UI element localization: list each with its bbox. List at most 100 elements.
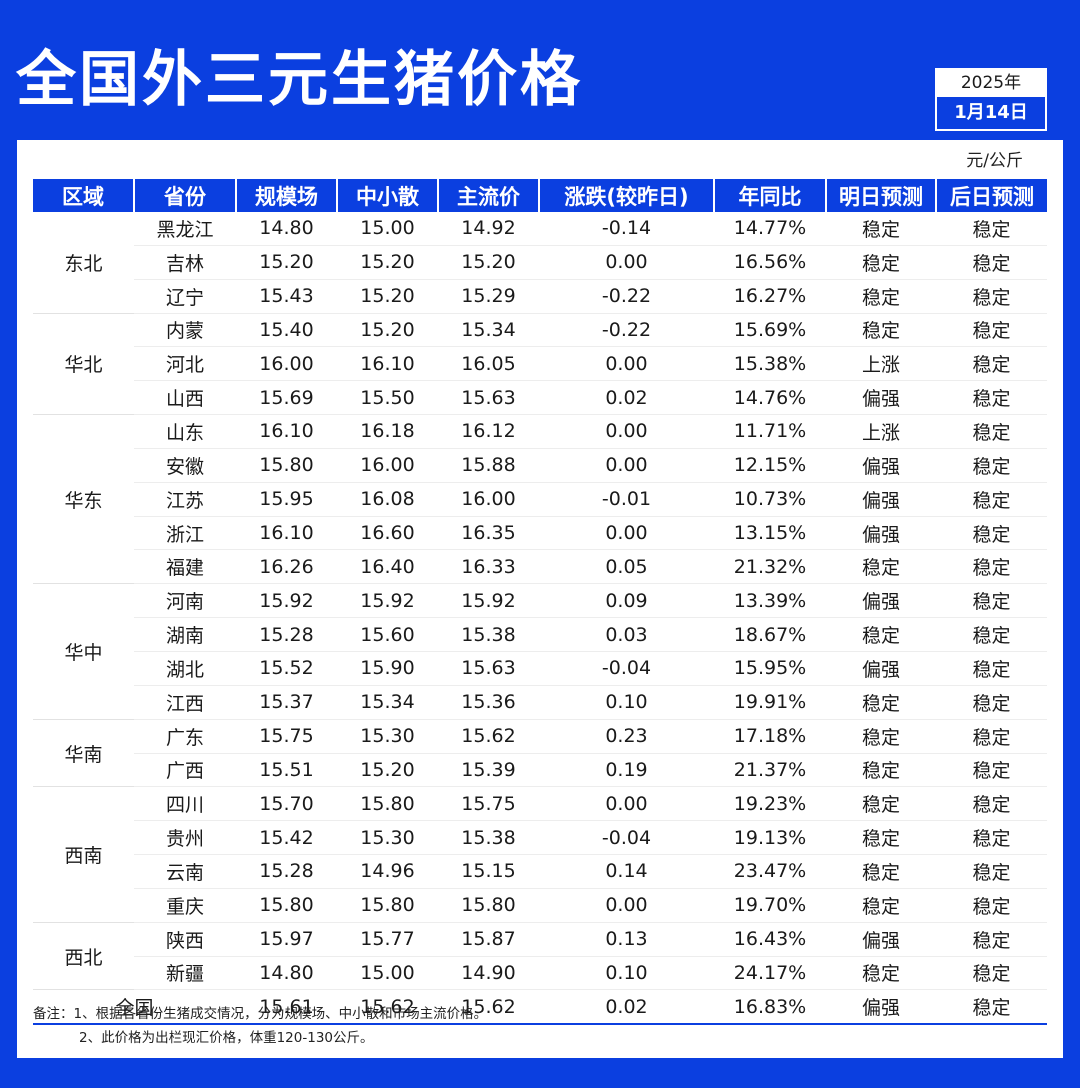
- table-row: 山西 15.69 15.50 15.63 0.02 14.76% 偏强 稳定: [33, 380, 1047, 416]
- main-price-cell: 15.75: [438, 786, 539, 822]
- forecast-tomorrow-cell: 稳定: [826, 956, 936, 991]
- forecast-after-cell: 稳定: [936, 854, 1047, 889]
- table-row: 华中 河南 15.92 15.92 15.92 0.09 13.39% 偏强 稳定: [33, 583, 1047, 720]
- scale-price-cell: 16.26: [236, 549, 337, 585]
- header-cell: 规模场: [235, 179, 337, 212]
- small-price-cell: 15.20: [337, 753, 438, 788]
- province-cell: 湖南: [134, 617, 236, 652]
- small-price-cell: 15.30: [337, 719, 438, 754]
- change-cell: 0.13: [539, 922, 714, 957]
- total-row: 全国 15.61 15.62 15.62 0.02 16.83% 偏强 稳定: [33, 989, 1047, 1026]
- small-price-cell: 15.80: [337, 786, 438, 822]
- main-price-cell: 15.39: [438, 753, 539, 788]
- forecast-after-cell: 稳定: [936, 753, 1047, 788]
- table-body: 东北 黑龙江 14.80 15.00 14.92 -0.14 14.77% 稳定 稳定 吉林 15.…: [33, 212, 1047, 1026]
- change-cell: 0.03: [539, 617, 714, 652]
- change-cell: 0.09: [539, 583, 714, 619]
- main-price-cell: 15.38: [438, 617, 539, 652]
- forecast-tomorrow-cell: 稳定: [826, 245, 936, 280]
- forecast-after-cell: 稳定: [936, 685, 1047, 720]
- forecast-tomorrow-cell: 稳定: [826, 854, 936, 889]
- forecast-tomorrow-cell: 稳定: [826, 685, 936, 720]
- change-cell: 0.10: [539, 685, 714, 720]
- page-title: 全国外三元生猪价格: [16, 45, 583, 115]
- main-price-cell: 15.63: [438, 380, 539, 416]
- scale-price-cell: 15.51: [236, 753, 337, 788]
- scale-price-cell: 15.42: [236, 820, 337, 856]
- forecast-tomorrow-cell: 稳定: [826, 212, 936, 246]
- yoy-cell: 15.95%: [714, 651, 826, 686]
- province-cell: 安徽: [134, 448, 236, 483]
- change-cell: -0.22: [539, 279, 714, 314]
- forecast-after-cell: 稳定: [936, 346, 1047, 382]
- province-cell: 内蒙: [134, 313, 236, 348]
- change-cell: 0.10: [539, 956, 714, 991]
- forecast-after-cell: 稳定: [936, 414, 1047, 449]
- main-price-cell: 15.29: [438, 279, 539, 314]
- province-cell: 河北: [134, 346, 236, 382]
- yoy-cell: 19.13%: [714, 820, 826, 856]
- forecast-tomorrow-cell: 稳定: [826, 313, 936, 348]
- scale-price-cell: 15.20: [236, 245, 337, 280]
- table-row: 西南 四川 15.70 15.80 15.75 0.00 19.23% 稳定 稳定: [33, 786, 1047, 923]
- main-price-cell: 14.92: [438, 212, 539, 246]
- region-cell: 华东: [33, 414, 134, 585]
- small-price-cell: 16.08: [337, 482, 438, 517]
- date-box: 2025年 1月14日: [935, 68, 1047, 131]
- yoy-cell: 21.32%: [714, 549, 826, 585]
- change-cell: 0.00: [539, 346, 714, 382]
- scale-price-cell: 15.28: [236, 617, 337, 652]
- table-row: 重庆 15.80 15.80 15.80 0.00 19.70% 稳定 稳定: [33, 888, 1047, 923]
- change-cell: 0.19: [539, 753, 714, 788]
- forecast-after-cell: 稳定: [936, 786, 1047, 822]
- header-cell: 区域: [33, 179, 134, 212]
- table-row: 湖北 15.52 15.90 15.63 -0.04 15.95% 偏强 稳定: [33, 651, 1047, 686]
- change-cell: -0.04: [539, 820, 714, 856]
- forecast-tomorrow-cell: 偏强: [826, 922, 936, 957]
- scale-price-cell: 15.80: [236, 448, 337, 483]
- table-row: 安徽 15.80 16.00 15.88 0.00 12.15% 偏强 稳定: [33, 448, 1047, 483]
- yoy-cell: 16.43%: [714, 922, 826, 957]
- forecast-after-cell: 稳定: [936, 651, 1047, 686]
- forecast-after-cell: 稳定: [936, 212, 1047, 246]
- small-price-cell: 15.00: [337, 956, 438, 991]
- main-price-cell: 16.00: [438, 482, 539, 517]
- forecast-tomorrow-cell: 稳定: [826, 753, 936, 788]
- table-row: 新疆 14.80 15.00 14.90 0.10 24.17% 稳定 稳定: [33, 956, 1047, 991]
- main-price-cell: 15.63: [438, 651, 539, 686]
- forecast-tomorrow-cell: 偏强: [826, 482, 936, 517]
- header-cell: 主流价: [437, 179, 539, 212]
- region-cell: 华南: [33, 719, 134, 788]
- small-price-cell: 15.30: [337, 820, 438, 856]
- change-cell: 0.23: [539, 719, 714, 754]
- forecast-tomorrow-cell: 偏强: [826, 380, 936, 416]
- main-price-cell: 14.90: [438, 956, 539, 991]
- province-cell: 云南: [134, 854, 236, 889]
- province-cell: 新疆: [134, 956, 236, 991]
- province-cell: 辽宁: [134, 279, 236, 314]
- province-cell: 河南: [134, 583, 236, 619]
- region-cell: 西南: [33, 786, 134, 923]
- yoy-cell: 14.76%: [714, 380, 826, 416]
- table-row: 云南 15.28 14.96 15.15 0.14 23.47% 稳定 稳定: [33, 854, 1047, 889]
- province-cell: 四川: [134, 786, 236, 822]
- table-row: 东北 黑龙江 14.80 15.00 14.92 -0.14 14.77% 稳定 稳定: [33, 212, 1047, 314]
- scale-price-cell: 15.97: [236, 922, 337, 957]
- price-panel: 元/公斤 区域 省份 规模场 中小散 主流价 涨跌(较昨日) 年同比 明日预测 后日预测 东北黑…: [17, 140, 1063, 1058]
- forecast-tomorrow-cell: 稳定: [826, 719, 936, 754]
- yoy-cell: 21.37%: [714, 753, 826, 788]
- small-price-cell: 15.50: [337, 380, 438, 416]
- yoy-cell: 13.39%: [714, 583, 826, 619]
- price-table: 区域 省份 规模场 中小散 主流价 涨跌(较昨日) 年同比 明日预测 后日预测 东北 黑龙江 14.…: [33, 179, 1047, 1026]
- scale-price-cell: 15.28: [236, 854, 337, 889]
- small-price-cell: 16.40: [337, 549, 438, 585]
- header-cell: 明日预测: [825, 179, 936, 212]
- forecast-after-cell: 稳定: [936, 516, 1047, 551]
- change-cell: 0.00: [539, 786, 714, 822]
- scale-price-cell: 14.80: [236, 956, 337, 991]
- small-price-cell: 15.60: [337, 617, 438, 652]
- yoy-cell: 10.73%: [714, 482, 826, 517]
- table-row: 华南 广东 15.75 15.30 15.62 0.23 17.18% 稳定 稳定: [33, 719, 1047, 788]
- main-price-cell: 15.88: [438, 448, 539, 483]
- table-row: 华北 内蒙 15.40 15.20 15.34 -0.22 15.69% 稳定 稳定: [33, 313, 1047, 416]
